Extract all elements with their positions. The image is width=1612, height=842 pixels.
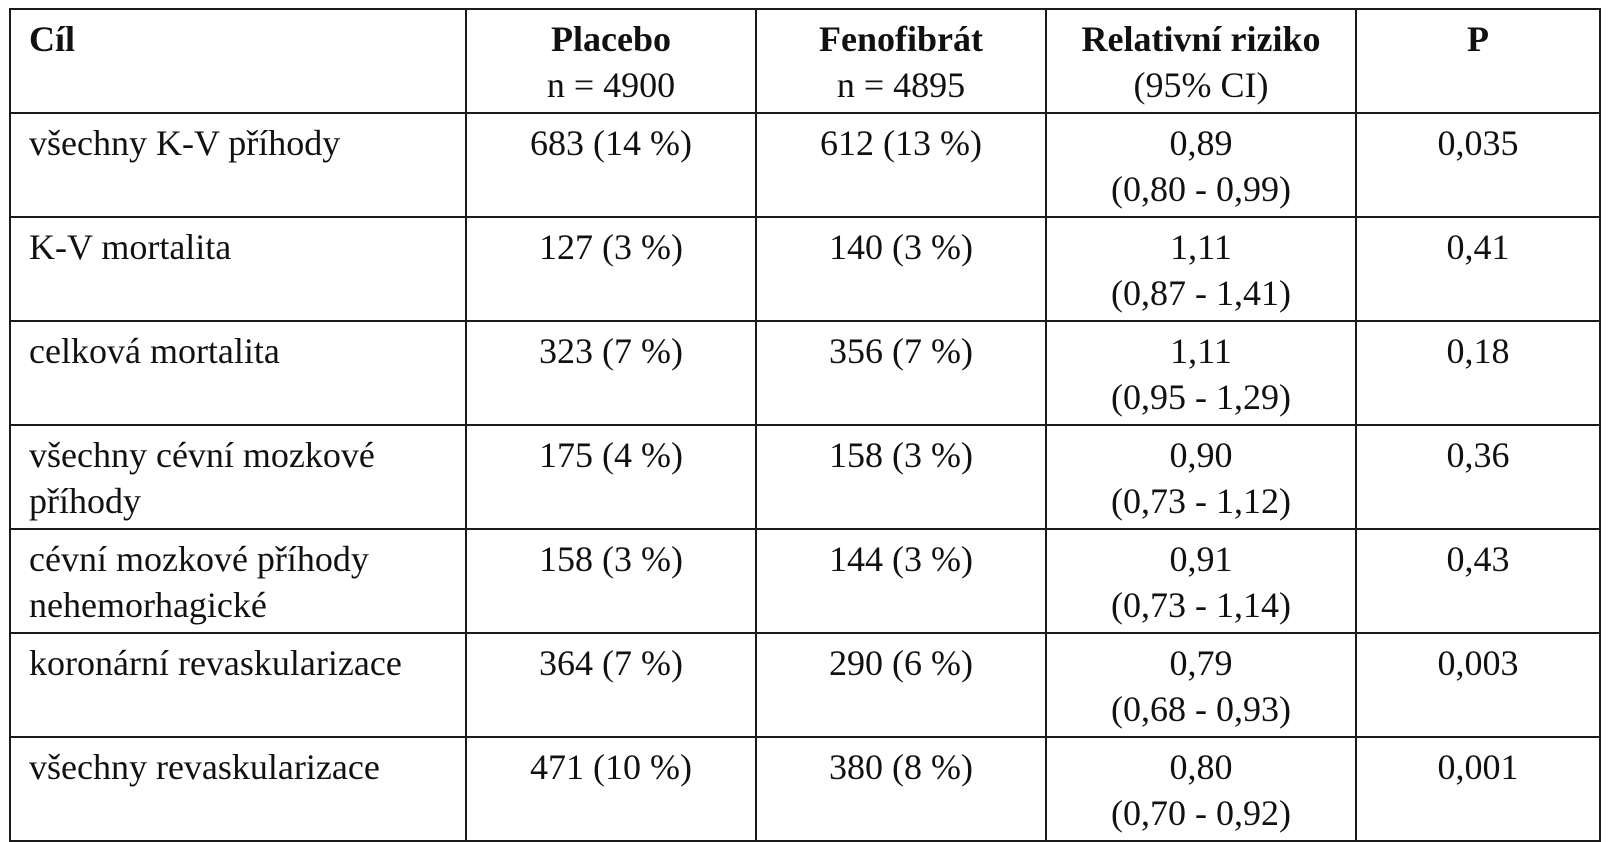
cell-p: 0,001	[1355, 736, 1601, 842]
cell-goal: všechny revaskularizace	[9, 736, 467, 842]
header-fenofibrate: Fenofibrát n = 4895	[755, 8, 1047, 114]
cell-p: 0,003	[1355, 632, 1601, 738]
cell-p: 0,18	[1355, 320, 1601, 426]
cell-relative-risk: 0,80 (0,70 - 0,92)	[1045, 736, 1357, 842]
table-row: všechny revaskularizace 471 (10 %) 380 (…	[9, 736, 1601, 842]
table-row: koronární revaskularizace 364 (7 %) 290 …	[9, 632, 1601, 738]
header-placebo: Placebo n = 4900	[465, 8, 757, 114]
header-fenofibrate-n: n = 4895	[836, 65, 966, 105]
cell-relative-risk: 0,79 (0,68 - 0,93)	[1045, 632, 1357, 738]
cell-goal: celková mortalita	[9, 320, 467, 426]
header-goal: Cíl	[9, 8, 467, 114]
rr-value: 1,11	[1170, 331, 1232, 371]
cell-placebo: 158 (3 %)	[465, 528, 757, 634]
rr-value: 0,89	[1169, 123, 1233, 163]
cell-relative-risk: 0,90 (0,73 - 1,12)	[1045, 424, 1357, 530]
rr-ci: (0,70 - 0,92)	[1111, 793, 1291, 833]
cell-fenofibrate: 144 (3 %)	[755, 528, 1047, 634]
cell-fenofibrate: 380 (8 %)	[755, 736, 1047, 842]
cell-fenofibrate: 290 (6 %)	[755, 632, 1047, 738]
cell-placebo: 175 (4 %)	[465, 424, 757, 530]
cell-p: 0,41	[1355, 216, 1601, 322]
rr-value: 0,79	[1169, 643, 1233, 683]
rr-value: 0,91	[1169, 539, 1233, 579]
cell-p: 0,035	[1355, 112, 1601, 218]
table-row: K-V mortalita 127 (3 %) 140 (3 %) 1,11 (0…	[9, 216, 1601, 322]
cell-relative-risk: 1,11 (0,87 - 1,41)	[1045, 216, 1357, 322]
cell-fenofibrate: 158 (3 %)	[755, 424, 1047, 530]
rr-ci: (0,73 - 1,14)	[1111, 585, 1291, 625]
table-header-row: Cíl Placebo n = 4900 Fenofibrát n = 4895…	[9, 8, 1601, 114]
cell-goal: K-V mortalita	[9, 216, 467, 322]
results-table: Cíl Placebo n = 4900 Fenofibrát n = 4895…	[9, 8, 1601, 842]
table-row: všechny K-V příhody 683 (14 %) 612 (13 %…	[9, 112, 1601, 218]
cell-goal: cévní mozkové příhody nehemorhagické	[9, 528, 467, 634]
cell-placebo: 364 (7 %)	[465, 632, 757, 738]
cell-goal: všechny cévní mozkové příhody	[9, 424, 467, 530]
table-row: celková mortalita 323 (7 %) 356 (7 %) 1,…	[9, 320, 1601, 426]
cell-fenofibrate: 356 (7 %)	[755, 320, 1047, 426]
cell-placebo: 127 (3 %)	[465, 216, 757, 322]
cell-placebo: 471 (10 %)	[465, 736, 757, 842]
rr-value: 1,11	[1170, 227, 1232, 267]
cell-placebo: 323 (7 %)	[465, 320, 757, 426]
header-placebo-n: n = 4900	[546, 65, 676, 105]
rr-ci: (0,87 - 1,41)	[1111, 273, 1291, 313]
rr-ci: (0,73 - 1,12)	[1111, 481, 1291, 521]
cell-fenofibrate: 140 (3 %)	[755, 216, 1047, 322]
cell-relative-risk: 0,91 (0,73 - 1,14)	[1045, 528, 1357, 634]
header-relative-risk-ci: (95% CI)	[1133, 65, 1269, 105]
cell-goal: koronární revaskularizace	[9, 632, 467, 738]
cell-p: 0,43	[1355, 528, 1601, 634]
rr-value: 0,90	[1169, 435, 1233, 475]
cell-fenofibrate: 612 (13 %)	[755, 112, 1047, 218]
header-p: P	[1355, 8, 1601, 114]
rr-value: 0,80	[1169, 747, 1233, 787]
cell-goal: všechny K-V příhody	[9, 112, 467, 218]
cell-relative-risk: 0,89 (0,80 - 0,99)	[1045, 112, 1357, 218]
header-relative-risk: Relativní riziko (95% CI)	[1045, 8, 1357, 114]
cell-placebo: 683 (14 %)	[465, 112, 757, 218]
rr-ci: (0,68 - 0,93)	[1111, 689, 1291, 729]
cell-relative-risk: 1,11 (0,95 - 1,29)	[1045, 320, 1357, 426]
rr-ci: (0,95 - 1,29)	[1111, 377, 1291, 417]
cell-p: 0,36	[1355, 424, 1601, 530]
table-row: všechny cévní mozkové příhody 175 (4 %) …	[9, 424, 1601, 530]
rr-ci: (0,80 - 0,99)	[1111, 169, 1291, 209]
table-row: cévní mozkové příhody nehemorhagické 158…	[9, 528, 1601, 634]
